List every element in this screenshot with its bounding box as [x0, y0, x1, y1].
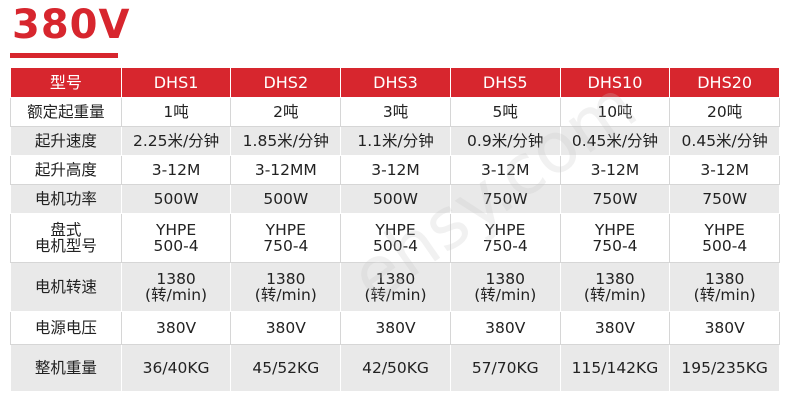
- table-cell: 3-12M: [450, 156, 561, 185]
- table-cell: 0.45米/分钟: [670, 127, 781, 156]
- table-cell: 750W: [560, 185, 671, 214]
- table-row: 电机功率 500W 500W 500W 750W 750W 750W: [10, 185, 781, 214]
- table-row: 起升高度 3-12M 3-12MM 3-12M 3-12M 3-12M 3-12M: [10, 156, 781, 185]
- table-cell: 750W: [450, 185, 561, 214]
- table-cell: 1380 (转/min): [560, 263, 671, 312]
- table-cell: 10吨: [560, 98, 671, 127]
- table-row: 整机重量 36/40KG 45/52KG 42/50KG 57/70KG 115/142K…: [10, 345, 781, 392]
- row-label: 额定起重量: [10, 98, 122, 127]
- table-cell: 0.9米/分钟: [450, 127, 561, 156]
- header-cell: 型号: [10, 68, 122, 98]
- table-cell: 3吨: [341, 98, 451, 127]
- row-label: 电源电压: [10, 312, 122, 345]
- header-cell: DHS5: [450, 68, 561, 98]
- table-cell: 1380 (转/min): [121, 263, 232, 312]
- table-cell: 3-12M: [341, 156, 451, 185]
- row-label: 起升速度: [10, 127, 122, 156]
- table-cell: 3-12M: [670, 156, 781, 185]
- title-underline: [10, 53, 118, 58]
- table-row: 额定起重量 1吨 2吨 3吨 5吨 10吨 20吨: [10, 98, 781, 127]
- table-cell: 1.1米/分钟: [341, 127, 451, 156]
- table-cell: YHPE 750-4: [450, 214, 561, 263]
- table-cell: 1380 (转/min): [341, 263, 451, 312]
- table-cell: 3-12MM: [231, 156, 342, 185]
- table-cell: 1.85米/分钟: [231, 127, 342, 156]
- header-cell: DHS10: [560, 68, 671, 98]
- header-cell: DHS3: [341, 68, 451, 98]
- table-row: 盘式 电机型号 YHPE 500-4 YHPE 750-4 YHPE 500-4 YHP…: [10, 214, 781, 263]
- row-label: 电机功率: [10, 185, 122, 214]
- table-cell: 45/52KG: [231, 345, 342, 392]
- table-cell: YHPE 500-4: [670, 214, 781, 263]
- table-cell: 0.45米/分钟: [560, 127, 671, 156]
- header-row: 型号 DHS1 DHS2 DHS3 DHS5 DHS10 DHS20: [10, 68, 781, 98]
- header-cell: DHS20: [670, 68, 781, 98]
- table-cell: 195/235KG: [670, 345, 781, 392]
- header-cell: DHS2: [231, 68, 342, 98]
- table-cell: 57/70KG: [450, 345, 561, 392]
- table-cell: 42/50KG: [341, 345, 451, 392]
- table-cell: 3-12M: [121, 156, 232, 185]
- table-cell: 1380 (转/min): [231, 263, 342, 312]
- table-cell: YHPE 750-4: [231, 214, 342, 263]
- table-cell: 1380 (转/min): [670, 263, 781, 312]
- header-cell: DHS1: [121, 68, 232, 98]
- table-cell: 380V: [670, 312, 781, 345]
- table-cell: YHPE 500-4: [121, 214, 232, 263]
- row-label: 起升高度: [10, 156, 122, 185]
- table-cell: 1380 (转/min): [450, 263, 561, 312]
- table-cell: 500W: [121, 185, 232, 214]
- table-cell: 2.25米/分钟: [121, 127, 232, 156]
- spec-table: 型号 DHS1 DHS2 DHS3 DHS5 DHS10 DHS20 额定起重量 1吨 2吨 3吨 5…: [10, 68, 781, 392]
- table-cell: 380V: [231, 312, 342, 345]
- table-cell: YHPE 750-4: [560, 214, 671, 263]
- table-cell: 1吨: [121, 98, 232, 127]
- table-cell: 380V: [560, 312, 671, 345]
- table-cell: 380V: [341, 312, 451, 345]
- table-cell: 115/142KG: [560, 345, 671, 392]
- table-cell: 500W: [341, 185, 451, 214]
- table-row: 起升速度 2.25米/分钟 1.85米/分钟 1.1米/分钟 0.9米/分钟 0.45米/…: [10, 127, 781, 156]
- table-cell: YHPE 500-4: [341, 214, 451, 263]
- table-cell: 36/40KG: [121, 345, 232, 392]
- row-label: 整机重量: [10, 345, 122, 392]
- table-row: 电机转速 1380 (转/min) 1380 (转/min) 1380 (转/min)…: [10, 263, 781, 312]
- table-cell: 380V: [450, 312, 561, 345]
- row-label: 盘式 电机型号: [10, 214, 122, 263]
- table-cell: 750W: [670, 185, 781, 214]
- row-label: 电机转速: [10, 263, 122, 312]
- title: 380V: [12, 2, 131, 48]
- table-cell: 5吨: [450, 98, 561, 127]
- table-cell: 3-12M: [560, 156, 671, 185]
- table-cell: 20吨: [670, 98, 781, 127]
- table-row: 电源电压 380V 380V 380V 380V 380V 380V: [10, 312, 781, 345]
- table-cell: 500W: [231, 185, 342, 214]
- table-cell: 380V: [121, 312, 232, 345]
- table-cell: 2吨: [231, 98, 342, 127]
